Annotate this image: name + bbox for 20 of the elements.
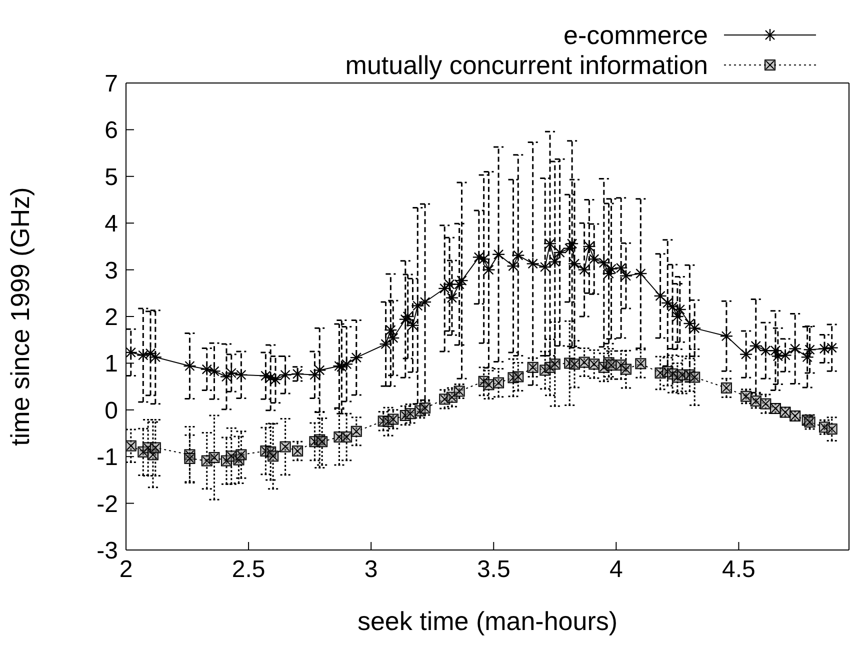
x-tick-label: 3 xyxy=(364,556,378,584)
y-tick-label: 7 xyxy=(104,70,118,98)
y-tick-label: 0 xyxy=(104,397,118,424)
x-tick-label: 3.5 xyxy=(476,556,510,584)
y-tick-label: 5 xyxy=(104,164,118,191)
y-tick-label: 4 xyxy=(104,210,118,238)
y-tick-label: -3 xyxy=(96,538,118,565)
legend-label: mutually concurrent information xyxy=(345,50,708,80)
x-tick-label: 2.5 xyxy=(232,556,266,584)
legend-label: e-commerce xyxy=(564,20,708,50)
y-tick-label: 6 xyxy=(104,117,118,144)
x-tick-label: 4.5 xyxy=(722,556,756,584)
x-axis-title: seek time (man-hours) xyxy=(357,606,618,636)
y-tick-label: 2 xyxy=(104,304,118,332)
y-axis-title: time since 1999 (GHz) xyxy=(5,187,36,446)
x-tick-label: 4 xyxy=(609,556,623,584)
y-tick-label: -1 xyxy=(96,444,118,472)
y-tick-label: 1 xyxy=(104,350,118,378)
y-tick-label: 3 xyxy=(104,257,118,284)
y-tick-label: -2 xyxy=(96,490,118,518)
